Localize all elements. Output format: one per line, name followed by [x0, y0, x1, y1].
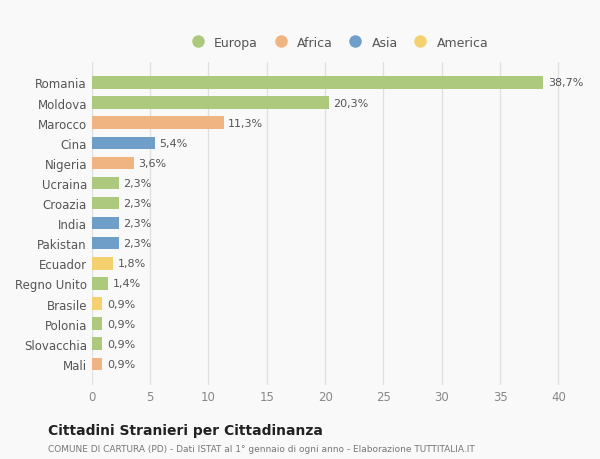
- Text: 2,3%: 2,3%: [124, 199, 152, 208]
- Bar: [92, 218, 119, 230]
- Bar: [92, 257, 113, 270]
- Text: 20,3%: 20,3%: [333, 98, 368, 108]
- Bar: [92, 278, 108, 290]
- Text: 1,4%: 1,4%: [113, 279, 141, 289]
- Bar: [92, 297, 103, 310]
- Bar: [92, 177, 119, 190]
- Bar: [92, 137, 155, 150]
- Text: 2,3%: 2,3%: [124, 239, 152, 249]
- Bar: [92, 197, 119, 210]
- Bar: [92, 338, 103, 350]
- Text: Cittadini Stranieri per Cittadinanza: Cittadini Stranieri per Cittadinanza: [48, 423, 323, 437]
- Bar: [92, 358, 103, 370]
- Text: 1,8%: 1,8%: [118, 259, 146, 269]
- Legend: Europa, Africa, Asia, America: Europa, Africa, Asia, America: [185, 36, 488, 50]
- Text: 3,6%: 3,6%: [139, 158, 167, 168]
- Text: 0,9%: 0,9%: [107, 319, 135, 329]
- Bar: [92, 237, 119, 250]
- Text: 0,9%: 0,9%: [107, 339, 135, 349]
- Text: 2,3%: 2,3%: [124, 218, 152, 229]
- Bar: [92, 157, 134, 170]
- Text: 5,4%: 5,4%: [160, 139, 188, 148]
- Bar: [92, 318, 103, 330]
- Text: 2,3%: 2,3%: [124, 179, 152, 189]
- Text: 38,7%: 38,7%: [548, 78, 583, 88]
- Bar: [92, 117, 224, 129]
- Text: 0,9%: 0,9%: [107, 359, 135, 369]
- Text: COMUNE DI CARTURA (PD) - Dati ISTAT al 1° gennaio di ogni anno - Elaborazione TU: COMUNE DI CARTURA (PD) - Dati ISTAT al 1…: [48, 444, 475, 453]
- Text: 11,3%: 11,3%: [229, 118, 263, 129]
- Bar: [92, 97, 329, 110]
- Bar: [92, 77, 543, 90]
- Text: 0,9%: 0,9%: [107, 299, 135, 309]
